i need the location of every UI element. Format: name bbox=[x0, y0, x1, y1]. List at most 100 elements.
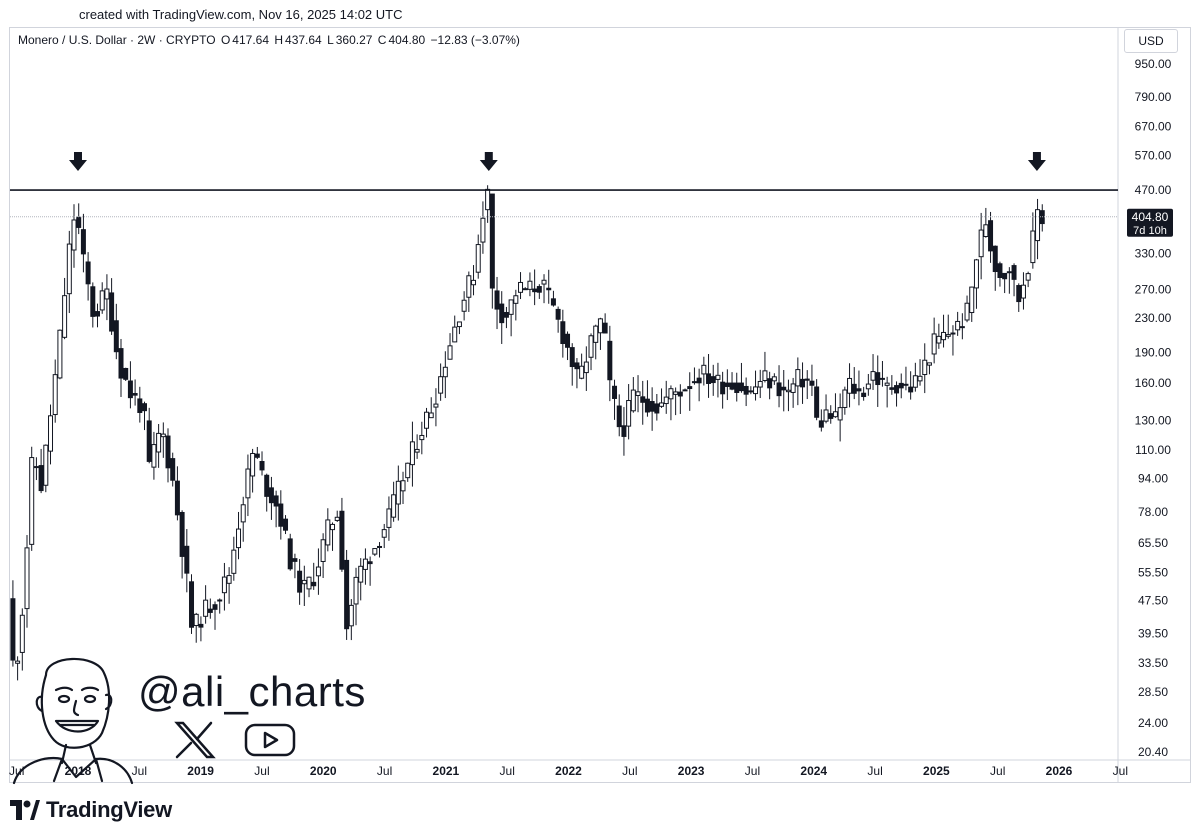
candle-body bbox=[988, 220, 994, 252]
candle-body bbox=[908, 386, 914, 393]
y-tick-label: 47.50 bbox=[1138, 594, 1168, 608]
candle-body bbox=[569, 347, 575, 368]
candle-body bbox=[536, 286, 542, 293]
candle-body bbox=[503, 311, 509, 318]
candle-body bbox=[123, 367, 129, 380]
candle-body bbox=[616, 405, 622, 428]
candle-body bbox=[710, 376, 716, 384]
y-tick-label: 160.00 bbox=[1135, 376, 1172, 390]
candle-body bbox=[43, 444, 49, 486]
candle-body bbox=[311, 581, 317, 587]
candle-body bbox=[973, 259, 979, 289]
candle-body bbox=[649, 401, 655, 412]
candle-body bbox=[668, 388, 674, 400]
candle-body bbox=[414, 448, 420, 453]
candle-body bbox=[1016, 285, 1022, 303]
candle-body bbox=[362, 558, 368, 570]
x-tick-label: 2021 bbox=[433, 764, 460, 778]
candle-body bbox=[245, 468, 251, 499]
candle-body bbox=[748, 390, 754, 393]
price-tag bbox=[1127, 208, 1173, 237]
candle-body bbox=[221, 576, 227, 594]
candle-body bbox=[851, 383, 857, 394]
candle-body bbox=[659, 402, 665, 407]
candle-body bbox=[997, 263, 1003, 279]
candle-body bbox=[452, 326, 458, 343]
candle-body bbox=[198, 623, 204, 628]
candle-body bbox=[522, 288, 528, 291]
candle-body bbox=[264, 474, 270, 497]
candle-body bbox=[283, 518, 289, 531]
candle-body bbox=[706, 373, 712, 384]
candle-body bbox=[334, 516, 340, 521]
candle-body bbox=[419, 434, 425, 441]
candle-body bbox=[565, 333, 571, 348]
candle-body bbox=[297, 570, 303, 593]
y-tick-label: 130.00 bbox=[1135, 413, 1172, 427]
candle-body bbox=[574, 362, 580, 370]
candle-body bbox=[518, 281, 524, 293]
candle-body bbox=[724, 382, 730, 387]
candle-body bbox=[118, 348, 124, 379]
candle-body bbox=[48, 415, 54, 452]
y-tick-label: 20.40 bbox=[1138, 745, 1168, 759]
candle-body bbox=[471, 279, 477, 286]
candle-body bbox=[753, 386, 759, 395]
candle-body bbox=[424, 411, 430, 429]
candle-body bbox=[10, 598, 16, 661]
candle-body bbox=[461, 299, 467, 312]
candle-body bbox=[762, 370, 768, 381]
candle-body bbox=[353, 576, 359, 605]
candle-body bbox=[847, 377, 853, 394]
y-tick-label: 790.00 bbox=[1135, 90, 1172, 104]
currency-button[interactable]: USD bbox=[1124, 29, 1178, 53]
candle-body bbox=[945, 334, 951, 337]
candle-body bbox=[33, 466, 39, 469]
x-tick-label: Jul bbox=[9, 764, 24, 778]
x-tick-label: Jul bbox=[377, 764, 392, 778]
down-arrow-icon bbox=[69, 152, 87, 171]
candle-body bbox=[593, 325, 599, 343]
candle-body bbox=[856, 388, 862, 392]
candle-body bbox=[884, 382, 890, 386]
y-tick-label: 270.00 bbox=[1135, 282, 1172, 296]
x-tick-label: Jul bbox=[1113, 764, 1128, 778]
y-tick-label: 330.00 bbox=[1135, 246, 1172, 260]
change-value: −12.83 (−3.07%) bbox=[430, 33, 520, 47]
candle-body bbox=[480, 217, 486, 243]
candle-body bbox=[1035, 209, 1041, 242]
candle-body bbox=[428, 412, 434, 419]
x-tick-label: Jul bbox=[254, 764, 269, 778]
footer-brand[interactable]: TradingView bbox=[10, 797, 172, 823]
x-tick-label: 2020 bbox=[310, 764, 337, 778]
chart-caption: created with TradingView.com, Nov 16, 20… bbox=[79, 7, 403, 22]
candle-body bbox=[306, 576, 312, 590]
y-tick-label: 24.00 bbox=[1138, 716, 1168, 730]
candle-body bbox=[612, 385, 618, 399]
y-tick-label: 570.00 bbox=[1135, 149, 1172, 163]
candle-body bbox=[729, 382, 735, 390]
y-tick-label: 94.00 bbox=[1138, 471, 1168, 485]
candle-body bbox=[917, 375, 923, 382]
candle-body bbox=[513, 295, 519, 304]
candle-body bbox=[447, 345, 453, 360]
chart-pane[interactable] bbox=[9, 27, 1191, 783]
candle-body bbox=[156, 432, 162, 453]
candle-body bbox=[691, 381, 697, 384]
candle-body bbox=[358, 565, 364, 583]
candle-body bbox=[804, 378, 810, 381]
y-tick-label: 190.00 bbox=[1135, 345, 1172, 359]
down-arrow-icon bbox=[479, 152, 498, 171]
candle-body bbox=[541, 279, 547, 285]
candle-body bbox=[550, 298, 556, 306]
candle-body bbox=[898, 382, 904, 389]
candle-body bbox=[800, 378, 806, 388]
candle-body bbox=[771, 376, 777, 382]
candle-body bbox=[828, 413, 834, 419]
candle-body bbox=[1020, 284, 1026, 299]
tradingview-logo-icon bbox=[10, 800, 40, 820]
candle-body bbox=[630, 389, 636, 412]
y-tick-label: 950.00 bbox=[1135, 57, 1172, 71]
candle-body bbox=[818, 420, 824, 428]
